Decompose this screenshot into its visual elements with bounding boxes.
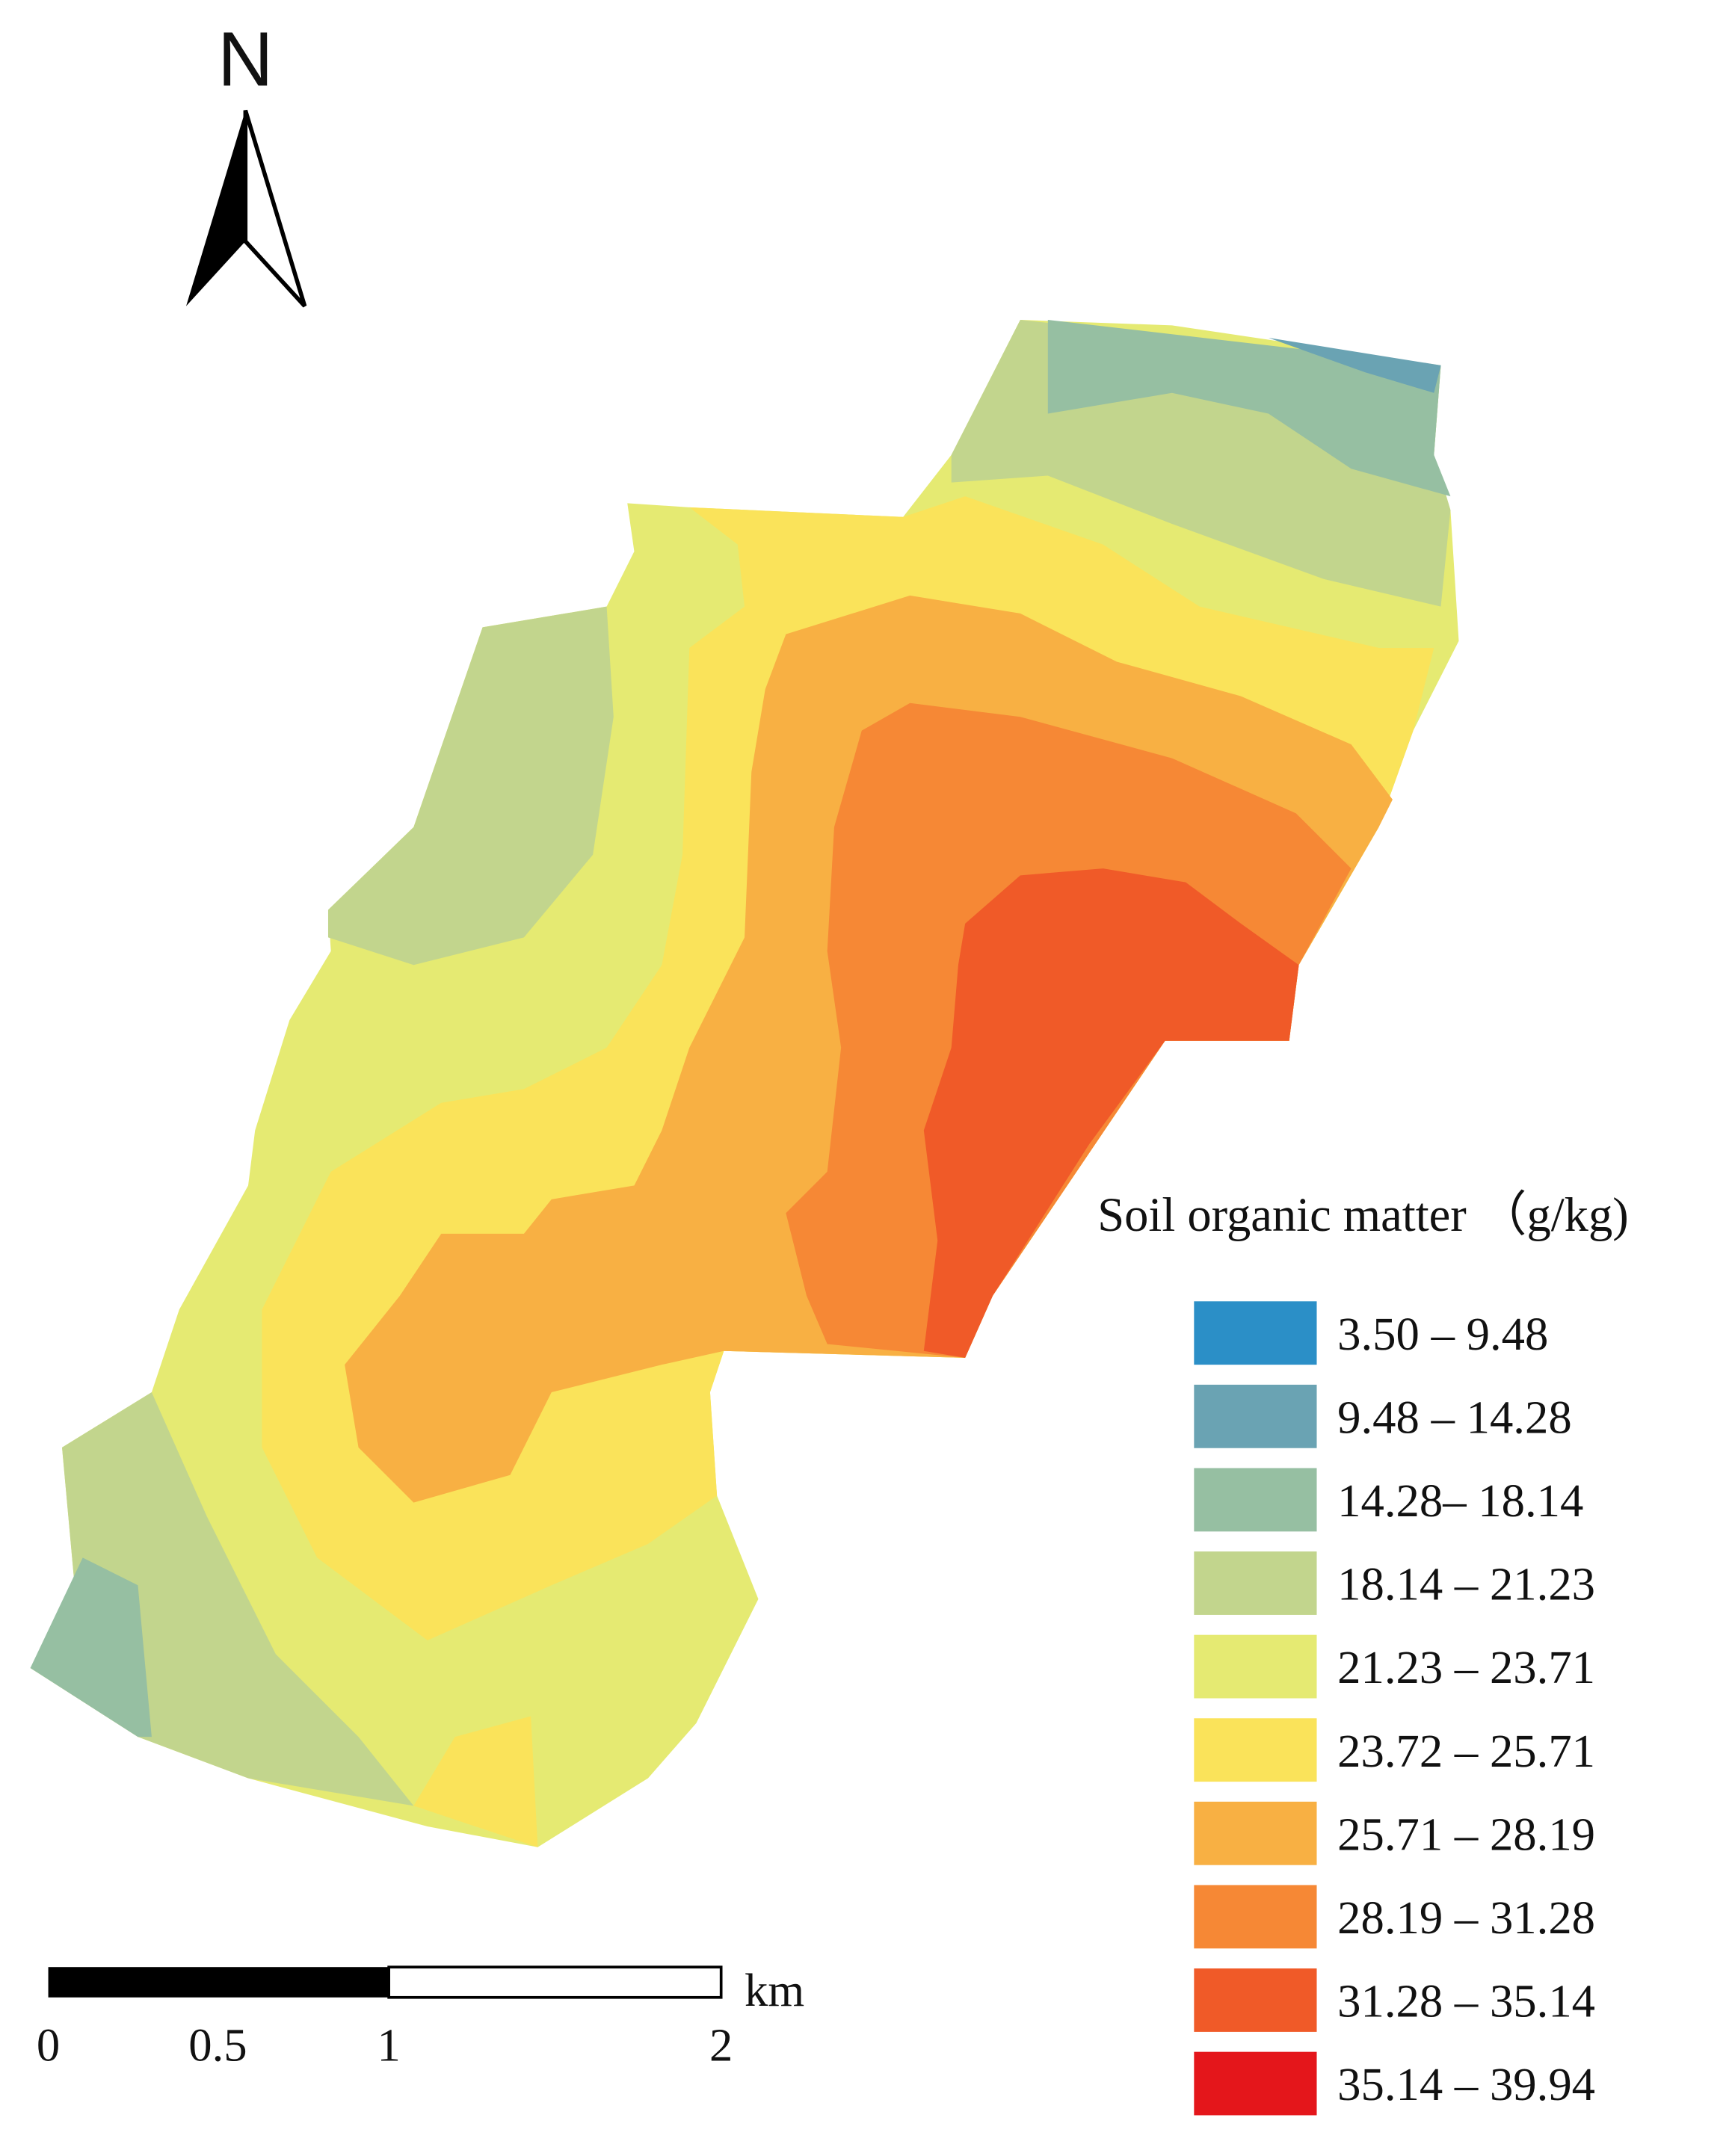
legend-label: 9.48 – 14.28 [1337, 1391, 1572, 1443]
legend-label: 18.14 – 21.23 [1337, 1558, 1595, 1610]
legend-label: 31.28 – 35.14 [1337, 1975, 1595, 2027]
zone [30, 1557, 152, 1738]
scale-label: 0.5 [188, 2019, 247, 2072]
legend-label: 28.19 – 31.28 [1337, 1891, 1595, 1944]
legend-swatch [1194, 1301, 1317, 1365]
scale-segment [48, 1967, 389, 1998]
legend-label: 23.72 – 25.71 [1337, 1725, 1595, 1777]
legend-title: Soil organic matter （g/kg) [1097, 1187, 1629, 1242]
arrow-right [243, 109, 307, 308]
legend-label: 14.28– 18.14 [1337, 1474, 1583, 1527]
legend-swatch [1194, 2051, 1317, 2116]
legend-swatch [1194, 1885, 1317, 1949]
legend-swatch [1194, 1551, 1317, 1615]
legend-swatch [1194, 1468, 1317, 1532]
legend-swatch [1194, 1634, 1317, 1699]
arrow-left [186, 110, 246, 306]
scale-unit: km [745, 1964, 804, 2016]
scale-label: 1 [377, 2019, 400, 2072]
legend-swatch [1194, 1384, 1317, 1448]
north-arrow: N [186, 15, 307, 308]
zone [413, 1716, 538, 1847]
legend: Soil organic matter （g/kg) 3.50 – 9.48 9.… [1097, 1187, 1629, 2116]
legend-label: 35.14 – 39.94 [1337, 2058, 1595, 2110]
zone [923, 868, 1299, 1358]
legend-swatch [1194, 1968, 1317, 2032]
legend-label: 25.71 – 28.19 [1337, 1808, 1595, 1860]
legend-swatch [1194, 1801, 1317, 1865]
scale-bar: 0 0.5 1 2 km [37, 1964, 804, 2072]
scale-segment [387, 1965, 723, 1999]
scale-label: 2 [709, 2019, 733, 2072]
legend-swatch [1194, 1718, 1317, 1782]
zone [327, 606, 614, 966]
legend-label: 21.23 – 23.71 [1337, 1641, 1595, 1693]
zone [1268, 338, 1441, 393]
scale-label: 0 [37, 2019, 60, 2072]
north-label: N [218, 15, 274, 102]
map-zones [30, 320, 1459, 1847]
legend-label: 3.50 – 9.48 [1337, 1308, 1548, 1360]
